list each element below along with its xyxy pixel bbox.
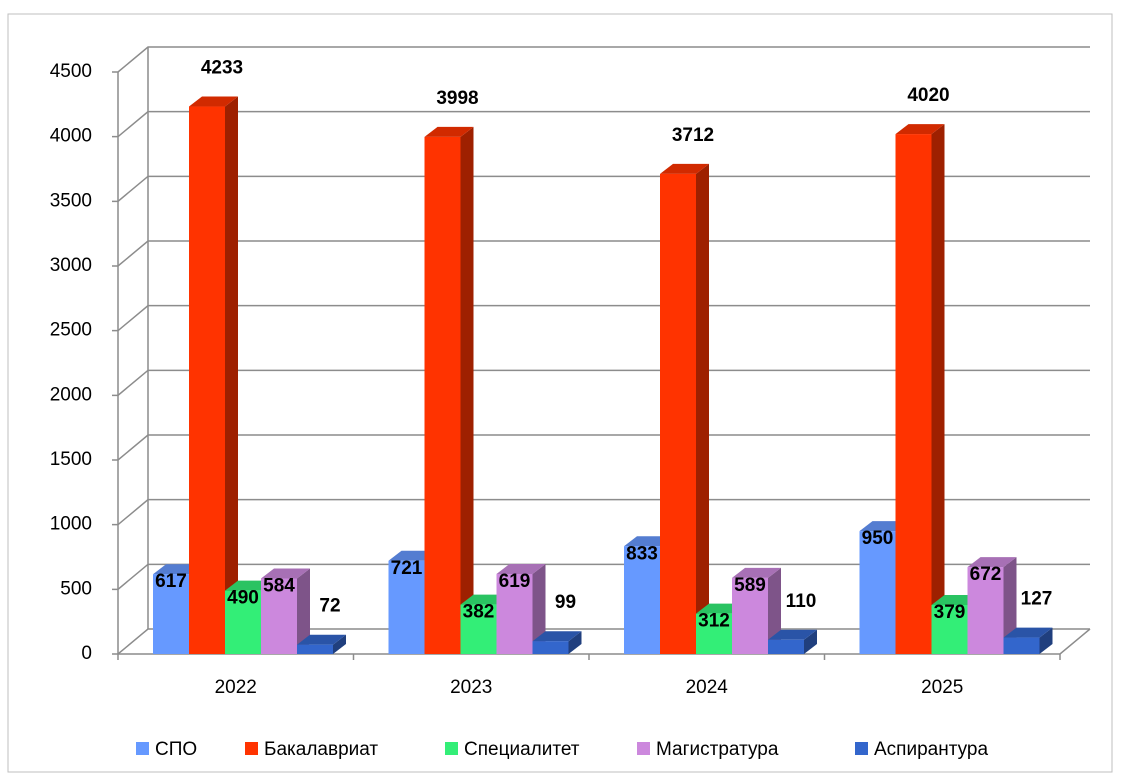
x-tick-label: 2025 (921, 677, 963, 698)
y-tick-label: 500 (60, 578, 92, 599)
bar-top (768, 629, 817, 640)
grid-line (112, 563, 1090, 591)
data-label: 312 (698, 611, 730, 632)
bar-top (297, 634, 346, 645)
bar (532, 641, 569, 654)
bar-side (696, 163, 709, 654)
legend-label: СПО (155, 739, 197, 760)
bar-top (660, 163, 709, 174)
data-label: 490 (227, 588, 259, 609)
data-label: 382 (463, 602, 495, 623)
legend-label: Бакалавриат (264, 739, 378, 760)
bar-top (189, 96, 238, 107)
y-tick-label: 0 (81, 643, 92, 664)
bar (1003, 637, 1040, 654)
x-tick-label: 2024 (686, 677, 729, 698)
grid-line (112, 628, 1090, 655)
y-tick-label: 4500 (50, 61, 92, 82)
bar (297, 644, 333, 654)
data-label: 721 (391, 558, 423, 579)
bar (153, 574, 189, 654)
bar-side (1003, 557, 1017, 654)
bar (225, 590, 261, 654)
grid-line (112, 175, 1090, 203)
y-tick-label: 1500 (50, 449, 92, 470)
bar-top (1003, 627, 1053, 638)
bar-top (967, 557, 1017, 568)
bar (388, 560, 425, 654)
grid-line (112, 498, 1090, 526)
bar-top (496, 563, 546, 574)
data-label: 617 (155, 571, 187, 592)
legend-swatch (637, 742, 650, 755)
bar (696, 613, 732, 654)
data-label: 4020 (907, 85, 949, 106)
bar (189, 106, 225, 655)
bar-side (225, 96, 238, 655)
data-label: 99 (555, 592, 576, 613)
data-label: 589 (734, 575, 766, 596)
grid-line (112, 434, 1090, 461)
bar (624, 546, 660, 654)
y-tick-label: 2000 (50, 384, 92, 405)
legend-swatch (136, 742, 149, 755)
bar (931, 604, 968, 654)
bar (660, 173, 696, 654)
data-label: 619 (499, 571, 531, 592)
legend-label: Специалитет (464, 739, 580, 760)
data-label: 72 (319, 596, 340, 617)
bar-side (1039, 627, 1053, 654)
bar (261, 578, 297, 654)
grid-line (112, 240, 1090, 267)
data-label: 833 (626, 543, 658, 564)
bar (859, 531, 896, 654)
bar-side (297, 568, 310, 654)
bar-top (424, 126, 474, 137)
legend-label: Аспирантура (874, 739, 988, 760)
data-label: 3712 (672, 125, 714, 146)
data-label: 3998 (436, 88, 478, 109)
bar-top (732, 567, 781, 578)
grid-line (112, 304, 1090, 332)
y-tick-label: 4000 (50, 126, 92, 147)
bar-side (460, 126, 474, 654)
legend-swatch (445, 742, 458, 755)
y-tick-label: 3500 (50, 190, 92, 211)
data-label: 127 (1021, 589, 1053, 610)
bar (967, 567, 1004, 654)
data-label: 110 (786, 591, 817, 612)
bar (496, 573, 533, 654)
bar (895, 134, 932, 654)
bar (732, 577, 768, 654)
x-tick-label: 2022 (215, 677, 257, 698)
bar-side (333, 634, 346, 654)
data-label: 4233 (201, 58, 243, 79)
bar (768, 639, 804, 654)
bar-side (931, 124, 945, 654)
bar-side (532, 563, 546, 654)
data-label: 950 (862, 528, 894, 549)
grid-line (112, 369, 1090, 397)
bar-top (261, 568, 310, 579)
y-tick-label: 1000 (50, 514, 92, 535)
legend-swatch (855, 742, 868, 755)
y-tick-label: 3000 (50, 255, 92, 276)
bar-side (804, 629, 817, 654)
y-tick-label: 2500 (50, 320, 92, 341)
data-label: 672 (970, 564, 1002, 585)
data-label: 379 (934, 602, 966, 623)
grid-line (112, 110, 1090, 138)
grid-line (112, 46, 1090, 73)
bar (460, 604, 497, 654)
data-label: 584 (263, 575, 295, 596)
bar-side (568, 631, 582, 654)
chart-border (7, 13, 1113, 773)
bar-top (532, 631, 582, 642)
x-tick-label: 2023 (450, 677, 492, 698)
legend-swatch (245, 742, 258, 755)
legend-label: Магистратура (656, 739, 779, 760)
bar-top (895, 124, 945, 135)
bar (424, 136, 461, 654)
